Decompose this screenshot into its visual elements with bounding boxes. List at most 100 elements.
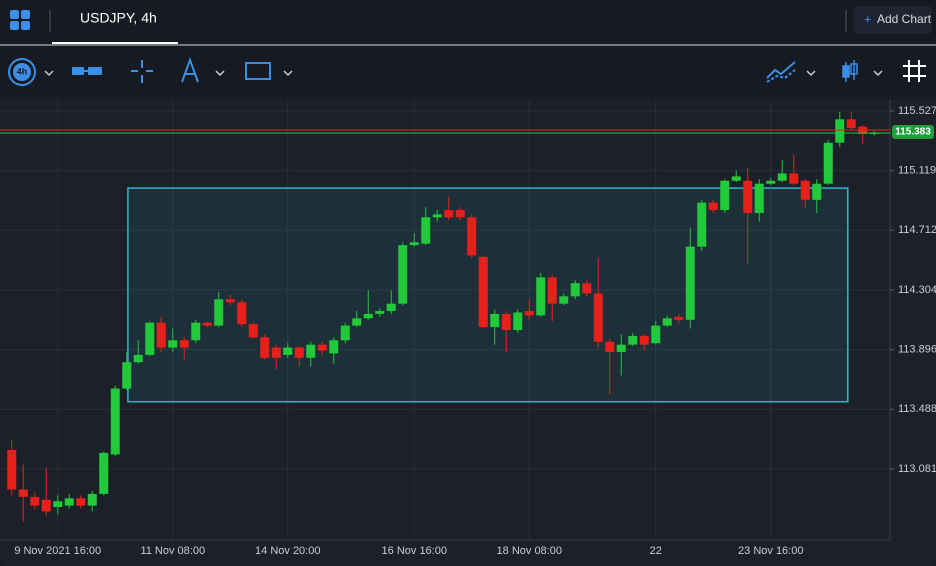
candle-body [375,311,385,314]
candle-body [30,496,40,506]
candle-body [501,313,511,331]
y-tick-label: 113.081 [898,463,936,475]
candle-body [133,354,143,363]
tool-grid[interactable] [903,60,926,82]
candle-body [53,501,63,508]
x-tick-label: 22 [650,545,662,557]
candle-body [455,210,465,218]
interval-label: 4h [17,66,28,76]
candle-body [536,277,546,316]
candle-body [248,324,258,338]
candle-body [329,340,339,354]
candle-body [191,322,201,341]
candle-body [168,340,178,348]
candle-body [628,335,638,345]
layout-button[interactable] [10,10,30,30]
candle-body [340,325,350,341]
candle-body [386,303,396,312]
x-tick-label: 16 Nov 16:00 [382,545,447,557]
candle-body [409,242,419,246]
chart: 115.527 115.119 114.712 114.304 113.896 113.4… [0,100,936,557]
candle-body [421,217,431,244]
y-tick-label: 114.712 [898,224,936,236]
candle-body [145,322,155,355]
dropdown-arrow[interactable] [283,70,293,77]
interval-button[interactable] [8,58,36,86]
tool-crosshair[interactable] [131,60,153,83]
candle-body [720,180,730,211]
candle-body [225,299,235,303]
candle-body [99,452,109,494]
candle-body [743,180,753,213]
candle-body [478,256,488,328]
y-tick-label: 113.488 [898,403,936,415]
candle-body [271,347,281,358]
price-badge-label: 115.383 [895,127,931,138]
x-tick-label: 14 Nov 20:00 [255,545,320,557]
candle-body [283,347,293,355]
add-chart-label: Add Chart [877,12,932,26]
dropdown-arrow[interactable] [44,70,54,77]
candle-body [616,344,626,352]
candle-body [639,335,649,345]
candle-body [87,493,97,506]
interval-fill [13,63,31,81]
tool-rectangle[interactable] [245,62,271,80]
candle-body [559,296,569,304]
candle-body [812,183,822,200]
candle-body [7,450,17,490]
add-chart-icon: + [864,11,872,26]
candle-body [122,362,132,389]
tab-title[interactable]: USDJPY, 4h [80,10,157,26]
dropdown-arrow[interactable] [215,70,225,77]
candle-body [444,210,454,218]
candle-body [41,499,51,512]
candle-body [777,173,787,181]
candle-body [605,341,615,352]
dropdown-arrow[interactable] [806,70,816,77]
x-tick-label: 18 Nov 08:00 [497,545,562,557]
candle-body [800,180,810,200]
candle-body [513,312,523,331]
tool-drawing[interactable] [181,57,199,83]
candle-body [582,283,592,294]
candle-body [202,322,212,326]
candle-body [467,217,477,256]
x-tick-label: 23 Nov 16:00 [738,545,803,557]
candle-body [789,173,799,184]
candle-body [846,119,856,129]
candle-body [398,245,408,304]
y-tick-label: 115.119 [898,165,936,177]
x-tick-label: 9 Nov 2021 16:00 [14,545,101,557]
candle-body [524,311,534,316]
candle-body [593,293,603,342]
y-tick-label: 113.896 [898,344,936,356]
candle-body [294,347,304,358]
candle-body [490,313,500,328]
tool-indicators[interactable] [766,61,796,83]
toolbar [0,46,936,96]
candle-body [432,214,442,218]
tool-chart-type[interactable] [842,60,858,82]
x-tick-label: 11 Nov 08:00 [140,545,205,557]
candle-body [317,344,327,351]
dropdown-arrow[interactable] [873,70,883,77]
candle-body [754,183,764,213]
y-tick-label: 114.304 [898,284,936,296]
candle-body [708,202,718,211]
candle-body [214,299,224,326]
candle-body [766,180,776,184]
candle-body [156,322,166,348]
y-tick-label: 115.527 [898,105,936,117]
candle-body [110,388,120,455]
price-badge [892,125,934,140]
add-chart-button[interactable] [854,6,932,34]
candle-body [674,316,684,320]
candle-body [352,318,362,326]
candle-body [64,498,74,506]
candle-body [363,313,373,319]
tool-measure[interactable] [72,67,102,75]
candle-body [651,325,661,344]
